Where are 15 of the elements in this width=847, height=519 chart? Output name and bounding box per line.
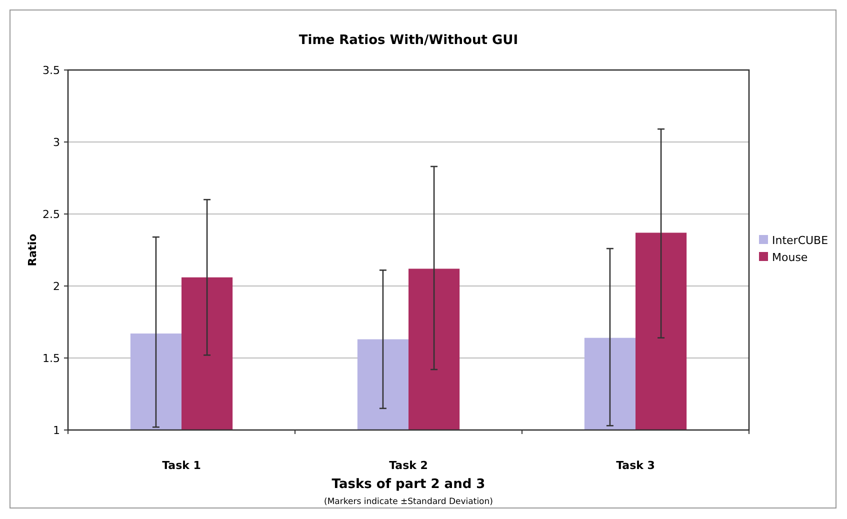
x-tick-label: Task 3: [616, 459, 655, 472]
y-axis-title: Ratio: [26, 233, 39, 266]
legend-label: Mouse: [772, 250, 808, 264]
y-tick-label: 1.5: [42, 352, 60, 365]
text: (Markers indicate ±Standard Deviation): [324, 497, 493, 507]
y-tick-label: 3.5: [42, 64, 60, 77]
legend-label: InterCUBE: [772, 234, 828, 247]
chart-title: Time Ratios With/Without GUI: [298, 33, 518, 48]
y-tick-label: 3: [53, 136, 60, 149]
x-axis-title: Tasks of part 2 and 3: [332, 477, 486, 492]
y-tick-label: 2.5: [42, 208, 60, 221]
x-tick-label: Task 2: [389, 459, 428, 472]
y-tick-label: 2: [53, 280, 60, 293]
x-tick-label: Task 1: [162, 459, 201, 472]
y-tick-label: 1: [53, 424, 60, 437]
